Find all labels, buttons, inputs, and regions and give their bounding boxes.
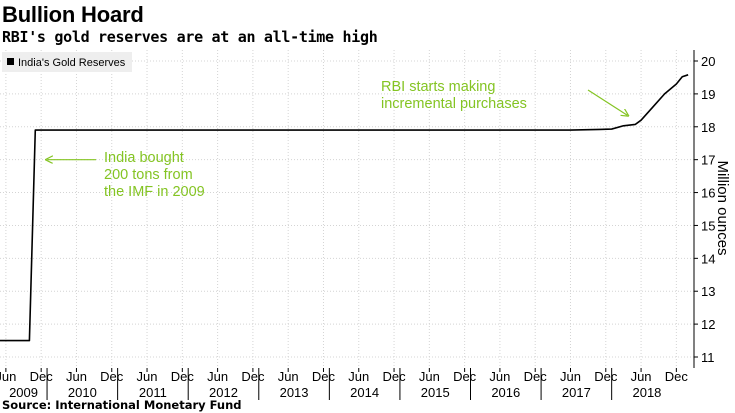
year-label: 2012 — [209, 385, 238, 400]
year-label: 2018 — [632, 385, 661, 400]
series-line — [0, 74, 689, 342]
annotation-text-line: RBI starts making — [381, 79, 495, 95]
x-tick-label: Dec — [665, 369, 689, 384]
year-label: 2010 — [68, 385, 97, 400]
y-axis-label: Million ounces — [714, 160, 731, 255]
x-tick-label: Dec — [100, 369, 124, 384]
annotation-arrow — [587, 89, 627, 115]
x-tick-label: Jun — [489, 369, 510, 384]
year-label: 2011 — [139, 385, 167, 400]
y-tick-label: 12 — [701, 317, 715, 332]
legend: India's Gold Reserves — [2, 52, 132, 72]
x-tick-label: Dec — [594, 369, 618, 384]
grid — [0, 50, 694, 368]
year-label: 2015 — [421, 385, 450, 400]
y-tick-label: 20 — [701, 54, 715, 69]
x-tick-label: Jun — [419, 369, 440, 384]
series-layer — [0, 74, 689, 342]
year-label: 2013 — [280, 385, 309, 400]
y-tick-label: 14 — [701, 251, 715, 266]
legend-label: India's Gold Reserves — [18, 57, 126, 69]
x-tick-label: Jun — [0, 369, 16, 384]
year-label: 2014 — [350, 385, 379, 400]
x-tick-label: Dec — [241, 369, 265, 384]
x-tick-label: Dec — [382, 369, 406, 384]
x-tick-label: Jun — [560, 369, 581, 384]
chart-title: Bullion Hoard — [2, 2, 144, 27]
x-tick-label: Dec — [524, 369, 548, 384]
y-tick-label: 11 — [701, 350, 715, 365]
x-tick-label: Dec — [453, 369, 477, 384]
annotation-text-line: incremental purchases — [381, 96, 527, 112]
y-tick-label: 18 — [701, 120, 715, 135]
x-tick-label: Jun — [66, 369, 87, 384]
x-tick-label: Jun — [631, 369, 652, 384]
annotation-text-line: 200 tons from — [104, 167, 193, 183]
legend-background — [2, 52, 132, 72]
x-tick-label: Jun — [207, 369, 228, 384]
y-tick-label: 17 — [701, 153, 715, 168]
x-tick-label: Dec — [171, 369, 195, 384]
y-tick-label: 19 — [701, 87, 715, 102]
axes: 11 12 13 14 15 16 17 18 19 20 Jun Dec Jun Dec Jun Dec Ju… — [0, 50, 715, 400]
year-label: 2016 — [491, 385, 520, 400]
legend-swatch — [7, 58, 14, 65]
year-label: 2009 — [9, 385, 38, 400]
x-tick-label: Jun — [278, 369, 299, 384]
annotation-text-line: India bought — [104, 150, 184, 166]
y-tick-label: 15 — [701, 218, 715, 233]
y-tick-label: 16 — [701, 186, 715, 201]
annotation-text-line: the IMF in 2009 — [104, 184, 205, 200]
x-tick-label: Jun — [348, 369, 369, 384]
year-label: 2017 — [562, 385, 591, 400]
source-note: Source: International Monetary Fund — [2, 398, 242, 412]
x-tick-label: Dec — [312, 369, 336, 384]
x-tick-label: Dec — [30, 369, 54, 384]
chart-subtitle: RBI's gold reserves are at an all-time h… — [2, 28, 378, 46]
x-tick-label: Jun — [137, 369, 158, 384]
y-tick-label: 13 — [701, 284, 715, 299]
